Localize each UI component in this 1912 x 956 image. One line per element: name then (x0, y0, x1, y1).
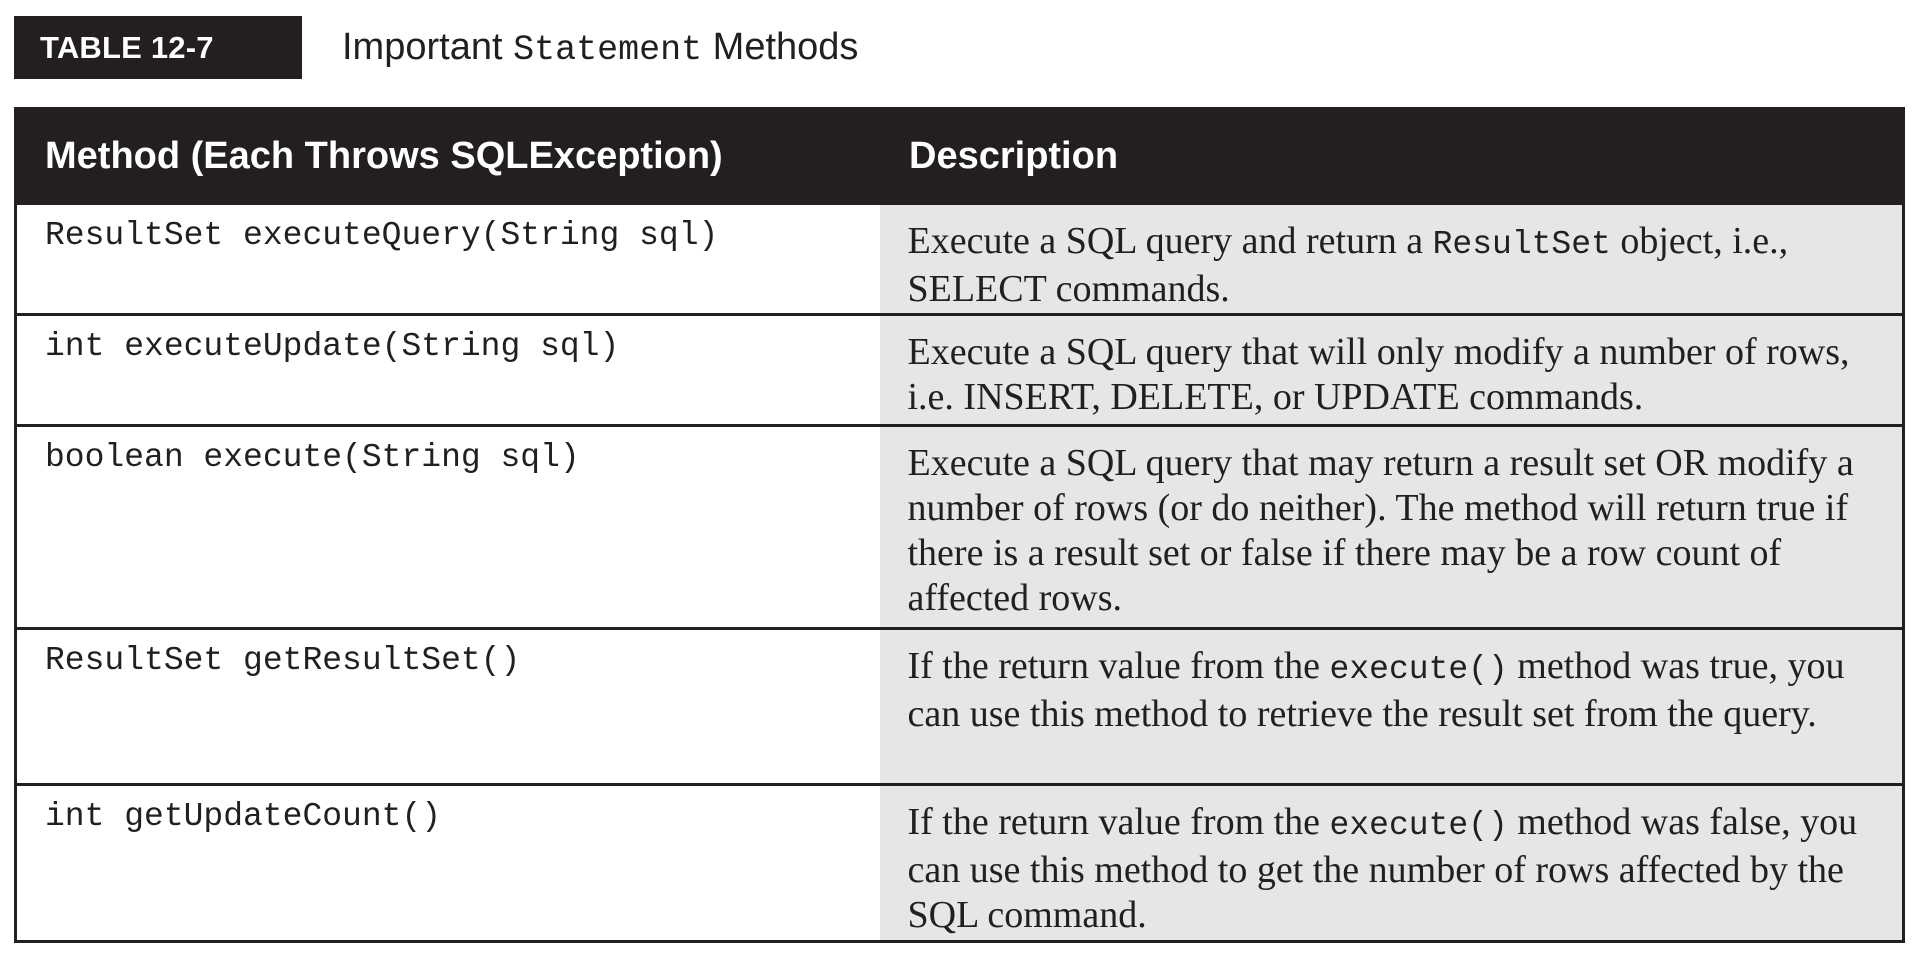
description-text: Execute a SQL query and return a (907, 220, 1433, 262)
method-description: If the return value from the execute() m… (879, 783, 1905, 943)
method-description: Execute a SQL query that will only modif… (879, 313, 1905, 427)
description-text: If the return value from the (907, 645, 1330, 687)
table-caption: TABLE 12-7 Important Statement Methods (14, 16, 858, 79)
table-title-code: Statement (513, 29, 703, 70)
description-text: Execute a SQL query that may return a re… (907, 442, 1854, 619)
method-signature: int executeUpdate(String sql) (14, 313, 880, 427)
method-description: If the return value from the execute() m… (879, 627, 1905, 786)
description-code: execute() (1329, 807, 1508, 844)
table-title-prefix: Important (342, 25, 514, 68)
method-signature: ResultSet executeQuery(String sql) (14, 202, 880, 316)
table-title-suffix: Methods (702, 25, 859, 68)
table-header-row: Method (Each Throws SQLException) Descri… (14, 107, 1905, 205)
column-header-description: Description (878, 107, 1905, 205)
description-text: If the return value from the (907, 801, 1330, 843)
method-description: Execute a SQL query and return a ResultS… (879, 202, 1905, 316)
table-row: int executeUpdate(String sql) Execute a … (14, 313, 1905, 427)
table-row: ResultSet getResultSet() If the return v… (14, 627, 1905, 786)
description-code: execute() (1329, 651, 1508, 688)
table-row: ResultSet executeQuery(String sql) Execu… (14, 202, 1905, 316)
description-text: Execute a SQL query that will only modif… (907, 331, 1850, 418)
method-signature: boolean execute(String sql) (14, 424, 880, 630)
description-text: method was false, you can use this metho… (907, 801, 1858, 936)
description-text: object, i.e., SELECT commands. (907, 220, 1789, 310)
table-row: int getUpdateCount() If the return value… (14, 783, 1905, 943)
method-signature: int getUpdateCount() (14, 783, 880, 943)
description-text: method was true, you can use this method… (907, 645, 1845, 735)
description-code: ResultSet (1432, 226, 1611, 263)
table-title: Important Statement Methods (342, 26, 858, 70)
column-header-method: Method (Each Throws SQLException) (14, 107, 881, 205)
method-signature: ResultSet getResultSet() (14, 627, 880, 786)
table-row: boolean execute(String sql) Execute a SQ… (14, 424, 1905, 630)
table-number-label: TABLE 12-7 (14, 16, 302, 79)
statement-methods-table: Method (Each Throws SQLException) Descri… (14, 107, 1905, 943)
method-description: Execute a SQL query that may return a re… (879, 424, 1905, 630)
